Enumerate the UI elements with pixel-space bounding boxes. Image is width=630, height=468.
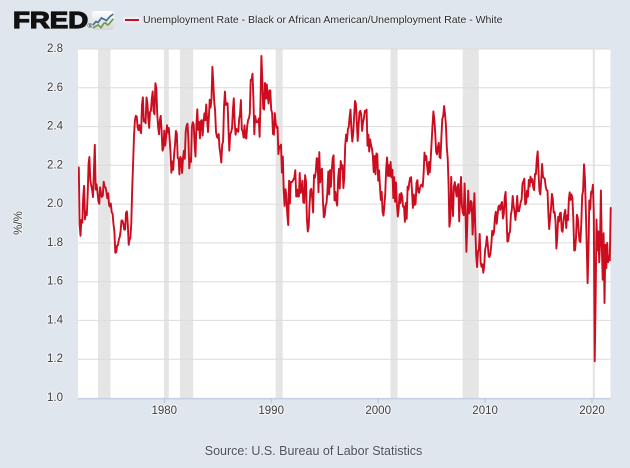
svg-text:2.4: 2.4 xyxy=(47,121,64,133)
svg-text:2010: 2010 xyxy=(472,405,498,417)
svg-text:2.2: 2.2 xyxy=(47,159,63,171)
svg-text:1.6: 1.6 xyxy=(47,276,63,288)
svg-text:2.6: 2.6 xyxy=(47,82,63,94)
svg-text:1.8: 1.8 xyxy=(47,237,63,249)
svg-text:%/%: %/% xyxy=(13,211,25,235)
svg-text:1.2: 1.2 xyxy=(47,353,63,365)
svg-text:1980: 1980 xyxy=(152,405,178,417)
svg-text:1.0: 1.0 xyxy=(47,392,63,404)
svg-text:1990: 1990 xyxy=(258,405,284,417)
svg-text:1.4: 1.4 xyxy=(47,314,64,326)
svg-text:2.8: 2.8 xyxy=(47,43,63,55)
svg-text:2020: 2020 xyxy=(579,405,605,417)
svg-text:2000: 2000 xyxy=(365,405,391,417)
svg-text:2.0: 2.0 xyxy=(47,198,63,210)
